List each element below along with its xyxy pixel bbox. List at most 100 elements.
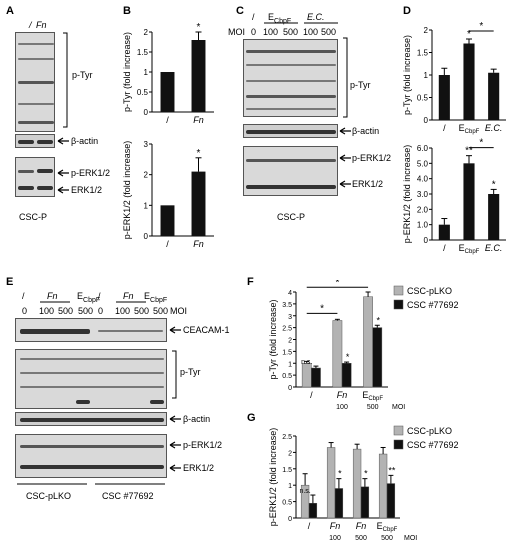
legend-label: CSC-pLKO bbox=[407, 426, 452, 436]
blot-erk bbox=[243, 146, 338, 196]
y-tick-label: 5.0 bbox=[417, 159, 429, 168]
moi-value: 100 bbox=[336, 404, 348, 411]
bar bbox=[301, 363, 312, 388]
header-lines bbox=[264, 22, 338, 24]
label-perk: p-ERK1/2 bbox=[183, 440, 223, 450]
y-tick-label: 0 bbox=[288, 385, 292, 392]
x-tick-label: Fn bbox=[337, 390, 348, 400]
moi-value: 100 bbox=[303, 27, 319, 37]
label-ceacam: CEACAM-1 bbox=[183, 325, 230, 335]
x-tick-label: / bbox=[166, 239, 169, 249]
y-tick-label: 4.0 bbox=[417, 175, 429, 184]
blot-actin bbox=[243, 124, 338, 138]
blot-erk bbox=[15, 157, 55, 197]
chart-f: 0 0.5 1 1.5 2 2.5 3 3.5 4 p-Tyr (fold increase) n.… bbox=[268, 280, 459, 411]
lane-header-lines bbox=[40, 301, 146, 303]
legend-swatch bbox=[393, 439, 404, 450]
y-tick-label: 2.5 bbox=[282, 326, 292, 333]
panel-e-arrows bbox=[169, 326, 181, 472]
significance-mark: * bbox=[338, 469, 342, 479]
y-tick-label: 3.0 bbox=[417, 190, 429, 199]
moi-value: 500 bbox=[153, 306, 169, 316]
moi-value: 500 bbox=[134, 306, 150, 316]
significance-mark: * bbox=[320, 303, 324, 314]
legend-swatch bbox=[393, 285, 404, 296]
x-tick-label: / bbox=[443, 243, 446, 253]
bar bbox=[191, 171, 206, 236]
chart-g: 0 0.5 1 1.5 2 2.5 p-ERK1/2 (fold increase) n.s.… bbox=[268, 425, 459, 542]
y-tick-label: 2 bbox=[288, 450, 292, 457]
moi-value: 0 bbox=[98, 306, 104, 316]
moi-value: 500 bbox=[78, 306, 94, 316]
y-axis-label: p-ERK1/2 (fold increase) bbox=[122, 141, 132, 240]
header-ec: E.C. bbox=[307, 12, 325, 22]
panel-letter-c: C bbox=[236, 5, 244, 17]
y-axis-label: p-Tyr (fold increase) bbox=[402, 35, 412, 115]
moi-value: 500 bbox=[367, 404, 379, 411]
y-tick-label: 0 bbox=[144, 108, 149, 117]
group-label: CSC-pLKO bbox=[26, 491, 72, 501]
y-tick-label: 2 bbox=[144, 171, 149, 180]
significance-mark: * bbox=[364, 469, 368, 479]
x-tick-label: ECbpF bbox=[362, 390, 383, 402]
significance-mark: * bbox=[197, 22, 201, 33]
blot-ptyr bbox=[15, 32, 55, 132]
x-tick-label: Fn bbox=[193, 239, 204, 249]
bar bbox=[326, 447, 336, 519]
label-actin: β-actin bbox=[183, 414, 211, 424]
lane-label: Fn bbox=[47, 291, 58, 301]
significance-mark: * bbox=[479, 138, 483, 149]
cell-line-label: CSC-P bbox=[277, 212, 306, 222]
significance-mark: * bbox=[335, 280, 339, 288]
significance-mark: n.s. bbox=[301, 359, 312, 366]
panel-letter-d: D bbox=[403, 5, 411, 17]
group-label: CSC #77692 bbox=[102, 491, 154, 501]
x-tick-label: E.C. bbox=[485, 243, 503, 253]
label-ptyr: p-Tyr bbox=[72, 70, 93, 80]
y-tick-label: 1 bbox=[424, 71, 429, 80]
bar bbox=[386, 483, 396, 519]
bar bbox=[488, 194, 500, 240]
moi-value: 0 bbox=[22, 306, 28, 316]
blot-ceacam bbox=[15, 318, 167, 342]
moi-value: 500 bbox=[283, 27, 299, 37]
bar bbox=[463, 43, 475, 120]
y-tick-label: 0 bbox=[424, 236, 429, 245]
bar bbox=[191, 40, 206, 112]
label-actin: β-actin bbox=[352, 126, 380, 136]
significance-mark: n.s. bbox=[299, 488, 310, 495]
moi-label: MOI bbox=[392, 404, 405, 411]
x-tick-label: ECbpF bbox=[459, 123, 480, 135]
label-ptyr: p-Tyr bbox=[350, 80, 371, 90]
moi-value: 100 bbox=[263, 27, 279, 37]
y-tick-label: 1.5 bbox=[282, 467, 292, 474]
panel-letter-e: E bbox=[6, 276, 14, 288]
y-tick-label: 1.5 bbox=[282, 349, 292, 356]
x-tick-label: Fn bbox=[330, 521, 341, 531]
header-ecbpf: ECbpF bbox=[268, 12, 292, 25]
lane-label: Fn bbox=[36, 20, 47, 30]
label-erk: ERK1/2 bbox=[352, 179, 384, 189]
moi-value: 500 bbox=[381, 535, 393, 542]
label-erk: ERK1/2 bbox=[71, 185, 103, 195]
label-perk: p-ERK1/2 bbox=[352, 153, 392, 163]
panel-a-arrows bbox=[57, 32, 69, 194]
x-tick-label: ECbpF bbox=[377, 521, 398, 533]
moi-value: 100 bbox=[115, 306, 131, 316]
bar bbox=[160, 205, 175, 236]
y-tick-label: 0 bbox=[288, 516, 292, 523]
label-ptyr: p-Tyr bbox=[180, 367, 201, 377]
moi-value: 500 bbox=[355, 535, 367, 542]
moi-value: 100 bbox=[39, 306, 55, 316]
bar bbox=[488, 72, 500, 120]
bar bbox=[438, 75, 450, 120]
significance-mark: * bbox=[492, 179, 496, 190]
bar bbox=[378, 453, 388, 519]
y-tick-label: 3 bbox=[144, 140, 149, 149]
bar bbox=[311, 367, 321, 388]
bar bbox=[372, 327, 383, 388]
moi-label: MOI bbox=[228, 27, 245, 37]
x-tick-label: E.C. bbox=[485, 123, 503, 133]
moi-label: MOI bbox=[404, 535, 417, 542]
y-tick-label: 2.0 bbox=[417, 205, 429, 214]
